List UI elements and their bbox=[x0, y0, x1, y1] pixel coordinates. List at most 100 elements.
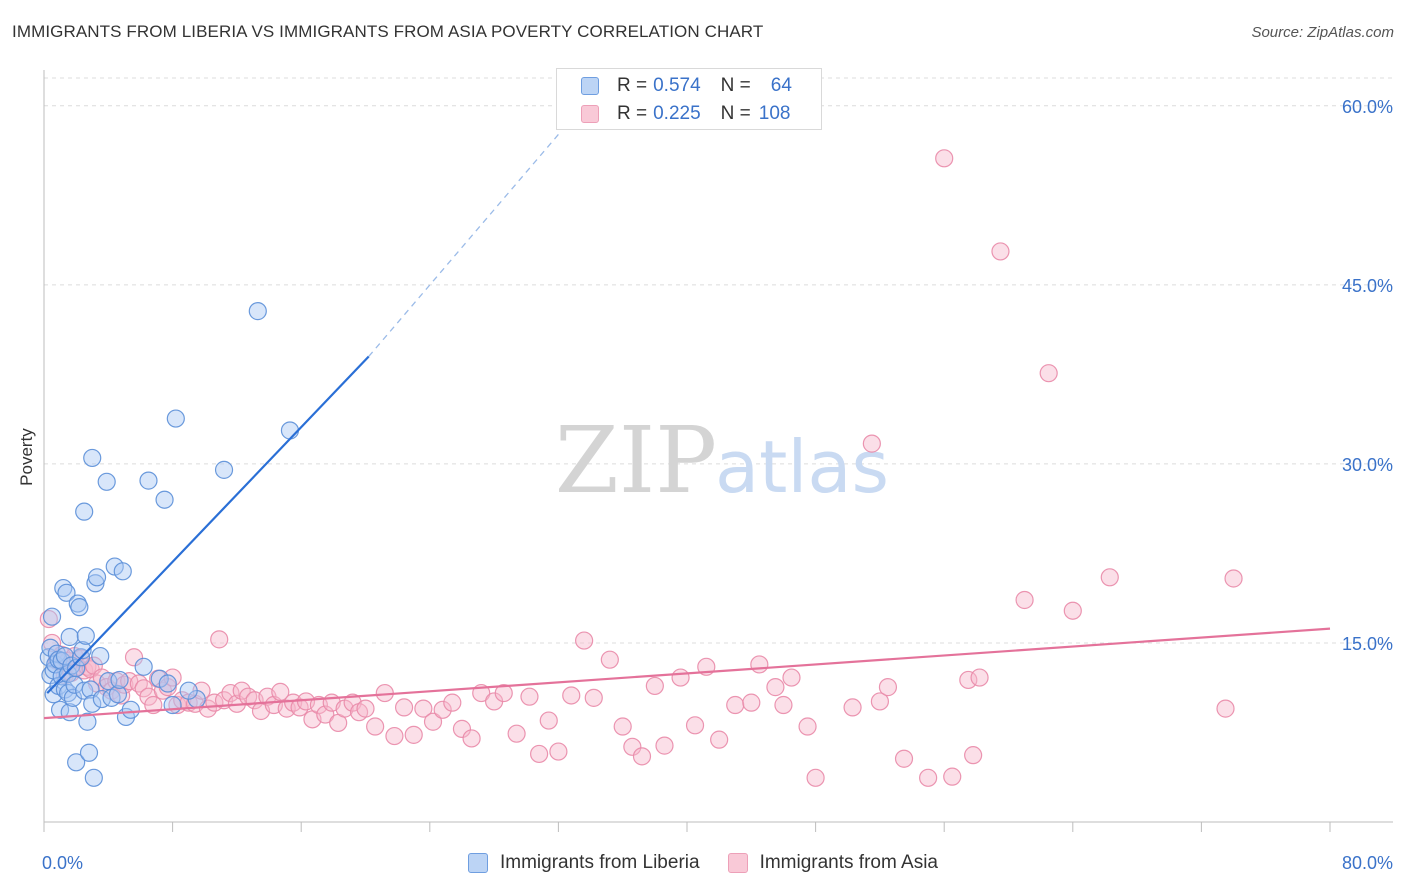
y-tick-label: 45.0% bbox=[1342, 276, 1393, 296]
asia-point bbox=[742, 693, 761, 712]
asia-point bbox=[870, 692, 890, 711]
asia-point bbox=[520, 687, 539, 706]
watermark-zip: ZIP bbox=[555, 407, 717, 514]
asia-point bbox=[623, 737, 642, 756]
legend-item-liberia[interactable]: Immigrants from Liberia bbox=[468, 852, 700, 874]
liberia-r-value: 0.574 bbox=[653, 75, 701, 96]
liberia-point bbox=[121, 700, 140, 719]
asia-point bbox=[124, 648, 144, 667]
legend-row-asia: R = 0.225 N = 108 bbox=[581, 100, 790, 128]
liberia-point bbox=[155, 490, 174, 509]
legend-asia-swatch bbox=[727, 853, 748, 873]
asia-r-label: R = bbox=[617, 103, 648, 124]
legend-asia-label: Immigrants from Asia bbox=[759, 852, 938, 873]
asia-n-value: 108 bbox=[758, 103, 791, 124]
asia-point bbox=[959, 670, 978, 690]
liberia-point bbox=[248, 302, 267, 321]
asia-point bbox=[878, 678, 898, 697]
asia-point bbox=[798, 717, 817, 736]
liberia-point bbox=[113, 562, 132, 581]
asia-point bbox=[750, 655, 769, 674]
asia-point bbox=[39, 609, 58, 629]
x-tick-label-max: 80.0% bbox=[1342, 853, 1393, 873]
asia-point bbox=[210, 630, 229, 649]
asia-point bbox=[964, 746, 983, 765]
legend-item-asia[interactable]: Immigrants from Asia bbox=[727, 852, 938, 874]
liberia-point bbox=[139, 471, 158, 490]
asia-point bbox=[163, 668, 182, 687]
stats-legend: R = 0.574 N = 64 R = 0.225 N = 108 bbox=[556, 68, 822, 130]
asia-swatch bbox=[581, 105, 599, 123]
asia-point bbox=[655, 736, 674, 755]
liberia-point bbox=[134, 657, 153, 676]
asia-point bbox=[710, 730, 729, 749]
liberia-point bbox=[108, 685, 128, 704]
chart-title: IMMIGRANTS FROM LIBERIA VS IMMIGRANTS FR… bbox=[12, 22, 764, 41]
asia-point bbox=[862, 434, 881, 453]
asia-point bbox=[600, 650, 619, 669]
liberia-point bbox=[67, 658, 86, 678]
asia-point bbox=[366, 717, 385, 736]
liberia-point bbox=[84, 768, 103, 787]
asia-point bbox=[452, 719, 472, 738]
liberia-point bbox=[63, 688, 83, 707]
asia-point bbox=[1063, 601, 1082, 620]
asia-r-value: 0.225 bbox=[653, 103, 701, 124]
asia-point bbox=[613, 717, 632, 736]
liberia-point bbox=[163, 695, 182, 715]
series-legend: Immigrants from Liberia Immigrants from … bbox=[0, 852, 1406, 874]
asia-trend-line bbox=[43, 627, 1331, 720]
asia-point bbox=[935, 149, 954, 168]
liberia-point bbox=[55, 646, 74, 666]
asia-point bbox=[685, 716, 705, 735]
liberia-point bbox=[70, 598, 89, 617]
liberia-point bbox=[83, 694, 102, 713]
y-tick-label: 30.0% bbox=[1342, 455, 1393, 475]
liberia-trend-line bbox=[46, 355, 370, 694]
asia-point bbox=[539, 711, 558, 730]
liberia-point bbox=[42, 607, 62, 626]
liberia-point bbox=[110, 670, 129, 690]
asia-point bbox=[894, 749, 914, 768]
asia-point bbox=[530, 744, 549, 764]
liberia-point bbox=[91, 646, 110, 666]
liberia-point bbox=[166, 409, 185, 428]
liberia-point bbox=[57, 583, 76, 602]
watermark-atlas: atlas bbox=[715, 425, 889, 509]
asia-point bbox=[782, 668, 801, 687]
asia-point bbox=[766, 678, 785, 697]
asia-point bbox=[575, 631, 594, 650]
asia-point bbox=[671, 668, 690, 687]
liberia-point bbox=[75, 681, 94, 700]
liberia-point bbox=[67, 753, 86, 772]
asia-point bbox=[970, 668, 989, 687]
asia-point bbox=[1216, 699, 1235, 718]
y-tick-label: 60.0% bbox=[1342, 97, 1393, 117]
asia-point bbox=[549, 742, 568, 761]
legend-liberia-swatch bbox=[468, 853, 488, 873]
liberia-point bbox=[73, 641, 92, 660]
asia-point bbox=[1015, 590, 1034, 610]
liberia-point bbox=[97, 472, 116, 491]
asia-point bbox=[221, 683, 240, 703]
asia-point bbox=[806, 768, 825, 787]
y-tick-label: 15.0% bbox=[1342, 634, 1393, 654]
asia-point bbox=[562, 686, 581, 705]
asia-point bbox=[843, 698, 862, 717]
liberia-point bbox=[158, 674, 177, 693]
asia-point bbox=[991, 242, 1010, 261]
liberia-point bbox=[78, 712, 97, 731]
asia-point bbox=[443, 693, 462, 712]
asia-point bbox=[584, 688, 603, 707]
asia-point bbox=[1224, 569, 1243, 588]
legend-liberia-label: Immigrants from Liberia bbox=[500, 852, 700, 873]
liberia-point bbox=[86, 574, 105, 593]
asia-point bbox=[134, 679, 153, 698]
asia-n-label: N = bbox=[720, 103, 751, 124]
asia-point bbox=[507, 724, 526, 743]
liberia-point bbox=[75, 502, 94, 521]
asia-point bbox=[433, 700, 452, 719]
x-tick-label-min: 0.0% bbox=[42, 853, 83, 873]
asia-point bbox=[192, 681, 211, 700]
